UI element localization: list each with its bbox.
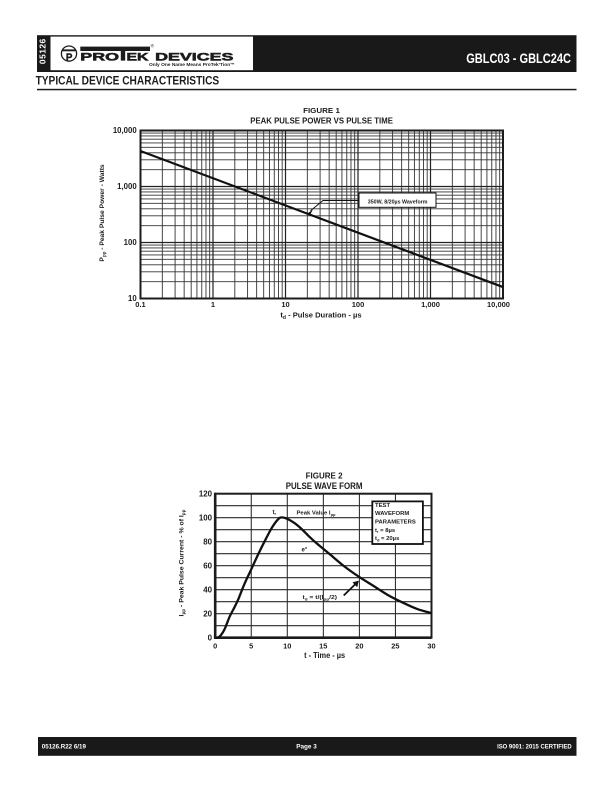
svg-text:10: 10 [283,642,291,651]
svg-text:1,000: 1,000 [117,182,137,191]
svg-text:TEST: TEST [375,503,390,509]
svg-text:40: 40 [203,586,212,595]
svg-text:td = t/(Ipp/2): td = t/(I pp/2) [303,595,338,601]
svg-text:80: 80 [203,538,212,547]
svg-text:30: 30 [427,642,435,651]
svg-text:Ipp - Peak Pulse Current - % o: Ipp - Peak Pulse Current - % of Ipp [178,509,186,616]
svg-text:FIGURE 1: FIGURE 1 [303,106,341,115]
svg-text:Only One Name Means ProTek’Tio: Only One Name Means ProTek’Tion™ [149,62,235,67]
svg-text:WAVEFORM: WAVEFORM [375,511,409,517]
svg-text:Ppp - Peak Pulse Power - Watts: Ppp - Peak Pulse Power - Watts [99,164,107,262]
svg-text:tr = 8µs: tr = 8µs [375,528,396,534]
svg-text:100: 100 [352,300,365,309]
svg-text:TYPICAL DEVICE CHARACTERISTICS: TYPICAL DEVICE CHARACTERISTICS [36,74,220,88]
svg-text:0: 0 [213,642,217,651]
svg-text:10: 10 [128,294,137,303]
svg-text:P: P [66,52,73,63]
svg-text:tr: tr [273,510,277,516]
svg-text:25: 25 [391,642,399,651]
svg-text:10,000: 10,000 [487,300,510,309]
svg-text:PRO: PRO [80,52,119,64]
svg-text:PEAK PULSE POWER VS PULSE TIME: PEAK PULSE POWER VS PULSE TIME [250,117,393,126]
svg-text:GBLC03 - GBLC24C: GBLC03 - GBLC24C [466,50,571,66]
svg-text:0.1: 0.1 [135,300,145,309]
svg-text:20: 20 [203,610,212,619]
svg-text:1,000: 1,000 [421,300,440,309]
svg-text:PARAMETERS: PARAMETERS [375,520,416,526]
svg-text:ex: ex [302,545,308,553]
svg-text:1: 1 [211,300,215,309]
svg-text:10: 10 [281,300,289,309]
svg-text:120: 120 [199,490,213,499]
svg-text:5: 5 [249,642,253,651]
svg-text:60: 60 [203,562,212,571]
svg-text:15: 15 [319,642,327,651]
svg-text:05126.R22 6/19: 05126.R22 6/19 [42,744,87,751]
svg-text:350W, 8/20µs Waveform: 350W, 8/20µs Waveform [368,200,428,206]
svg-text:td = 20µs: td = 20µs [375,536,400,542]
svg-text:0: 0 [208,634,213,643]
svg-text:Peak Value Ipp: Peak Value Ipp [297,511,337,517]
svg-text:ISO 9001: 2015 CERTIFIED: ISO 9001: 2015 CERTIFIED [497,744,572,751]
svg-text:10,000: 10,000 [113,126,138,135]
svg-text:100: 100 [199,514,213,523]
svg-text:PULSE WAVE FORM: PULSE WAVE FORM [286,481,363,491]
svg-text:FIGURE 2: FIGURE 2 [306,470,343,480]
svg-text:t - Time - µs: t - Time - µs [304,651,346,660]
svg-text:100: 100 [124,238,138,247]
svg-text:20: 20 [355,642,363,651]
svg-text:td - Pulse Duration - µs: td - Pulse Duration - µs [280,310,361,321]
svg-text:EK: EK [127,52,150,64]
svg-text:05126: 05126 [38,38,48,64]
svg-text:®: ® [151,43,155,50]
svg-text:Page 3: Page 3 [296,744,317,751]
svg-text:DEVICES: DEVICES [155,52,234,64]
